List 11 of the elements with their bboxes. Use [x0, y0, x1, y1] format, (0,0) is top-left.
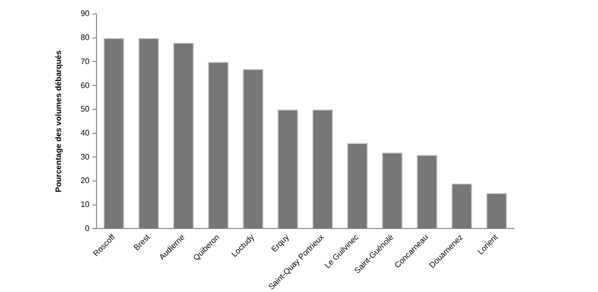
y-tick-label: 30 — [80, 152, 90, 162]
y-axis-title: Pourcentage des volumes débarqués — [54, 50, 64, 192]
y-tick-label: 70 — [80, 56, 90, 66]
y-tick-label: 10 — [80, 200, 90, 210]
y-tick-label: 0 — [85, 224, 90, 233]
y-tick-label: 50 — [80, 104, 90, 114]
y-tick-label: 80 — [80, 33, 90, 42]
y-tick-label: 40 — [80, 128, 90, 138]
y-tick-label: 90 — [80, 9, 90, 18]
y-tick-label: 20 — [80, 176, 90, 186]
y-tick-label: 60 — [80, 80, 90, 90]
